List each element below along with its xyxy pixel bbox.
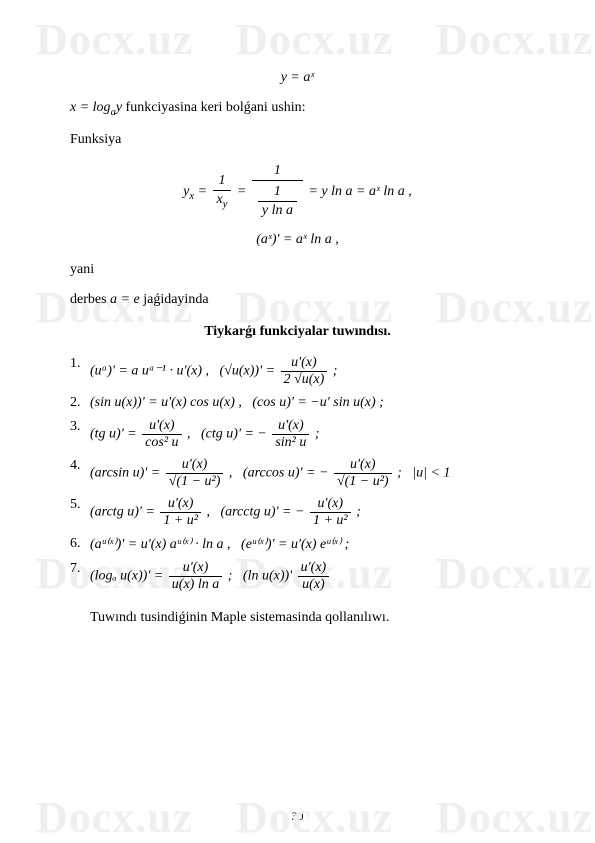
frac2: 1 1 y ln a bbox=[252, 162, 303, 222]
frac2-inner: 1 y ln a bbox=[258, 183, 297, 220]
eq2: x = logay bbox=[70, 100, 126, 115]
item4-b-pre: (arccos u)' = − bbox=[243, 466, 332, 481]
big-lhs-sub: x bbox=[189, 191, 194, 202]
frac1-d: xy bbox=[213, 191, 232, 212]
frac1-n: 1 bbox=[213, 172, 232, 191]
item6-a: (aᵘ⁽ˣ⁾)' = u'(x) aᵘ⁽ˣ⁾ · ln a bbox=[90, 537, 224, 552]
big-eq-sign: = bbox=[198, 184, 211, 199]
item5-frac-b: u'(x) 1 + u² bbox=[310, 497, 351, 528]
derbes-eq: a = e bbox=[110, 292, 140, 307]
list-item-3: 3. (tg u)' = u'(x) cos² u , (ctg u)' = −… bbox=[70, 419, 525, 450]
num-6: 6. bbox=[70, 536, 90, 552]
big-eq: yx = 1 xy = 1 1 y ln a = y ln a = aˣ ln … bbox=[183, 184, 412, 199]
item4-frac-b: u'(x) √(1 − u²) bbox=[334, 458, 392, 489]
section-title: Tiykarǵı funkciyalar tuwındısı. bbox=[70, 324, 525, 340]
list-item-7: 7. (logₐ u(x))' = u'(x) u(x) ln a ; (ln … bbox=[70, 561, 525, 592]
item1-b-pre: (√u(x))' = bbox=[220, 364, 279, 379]
body-1: (uᵃ)' = a uᵃ⁻¹ · u'(x) , (√u(x))' = u'(x… bbox=[90, 356, 525, 387]
eq3-text: (aˣ)' = aˣ ln a , bbox=[256, 232, 339, 247]
item1-a: (uᵃ)' = a uᵃ⁻¹ · u'(x) bbox=[90, 364, 202, 379]
body-5: (arctg u)' = u'(x) 1 + u² , (arcctg u)' … bbox=[90, 497, 525, 528]
item7-b-pre: (ln u(x))' bbox=[243, 569, 296, 584]
num-2: 2. bbox=[70, 395, 90, 411]
item6-b: (eᵘ⁽ˣ⁾)' = u'(x) eᵘ⁽ˣ⁾ bbox=[241, 537, 341, 552]
big-derivation: yx = 1 xy = 1 1 y ln a = y ln a = aˣ ln … bbox=[70, 162, 525, 222]
num-4: 4. bbox=[70, 458, 90, 474]
num-1: 1. bbox=[70, 356, 90, 372]
item3-frac-a: u'(x) cos² u bbox=[142, 419, 181, 450]
frac2-d: 1 y ln a bbox=[252, 181, 303, 222]
num-3: 3. bbox=[70, 419, 90, 435]
body-7: (logₐ u(x))' = u'(x) u(x) ln a ; (ln u(x… bbox=[90, 561, 525, 592]
item7-frac-a: u'(x) u(x) ln a bbox=[169, 561, 222, 592]
funksiya-label: Funksiya bbox=[70, 132, 525, 148]
item5-frac-a: u'(x) 1 + u² bbox=[160, 497, 201, 528]
item3-a-pre: (tg u)' = bbox=[90, 427, 140, 442]
inverse-func-line: x = logay funkciyasina keri bolǵani ushi… bbox=[70, 100, 525, 118]
item3-b-pre: (ctg u)' = − bbox=[201, 427, 270, 442]
item7-a-pre: (logₐ u(x))' = bbox=[90, 569, 167, 584]
derbes-post: jaǵidayinda bbox=[143, 292, 208, 307]
item2-a: (sin u(x))' = u'(x) cos u(x) bbox=[90, 395, 235, 410]
derbes-pre: derbes bbox=[70, 292, 110, 307]
derbes-line: derbes a = e jaǵidayinda bbox=[70, 292, 525, 308]
num-7: 7. bbox=[70, 561, 90, 577]
big-rhs: = y ln a = aˣ ln a , bbox=[308, 184, 411, 199]
page-number: 30 bbox=[0, 809, 595, 824]
page-content: y = aˣ x = logay funkciyasina keri bolǵa… bbox=[0, 0, 595, 680]
item7-frac-b: u'(x) u(x) bbox=[298, 561, 330, 592]
frac2-n: 1 bbox=[252, 162, 303, 181]
list-item-1: 1. (uᵃ)' = a uᵃ⁻¹ · u'(x) , (√u(x))' = u… bbox=[70, 356, 525, 387]
frac1: 1 xy bbox=[213, 172, 232, 212]
item4-a-pre: (arcsin u)' = bbox=[90, 466, 164, 481]
item4-cond: |u| < 1 bbox=[412, 466, 450, 481]
eq2-pre: x = log bbox=[70, 100, 111, 115]
item5-b-pre: (arcctg u)' = − bbox=[220, 505, 307, 520]
list-item-4: 4. (arcsin u)' = u'(x) √(1 − u²) , (arcc… bbox=[70, 458, 525, 489]
footer-line: Tuwındı tusindiǵinin Maple sistemasinda … bbox=[70, 610, 525, 626]
eq-y-equals-a-x: y = aˣ bbox=[70, 70, 525, 86]
yani: yani bbox=[70, 262, 525, 278]
item5-a-pre: (arctg u)' = bbox=[90, 505, 158, 520]
body-6: (aᵘ⁽ˣ⁾)' = u'(x) aᵘ⁽ˣ⁾ · ln a , (eᵘ⁽ˣ⁾)'… bbox=[90, 536, 525, 553]
body-2: (sin u(x))' = u'(x) cos u(x) , (cos u)' … bbox=[90, 395, 525, 411]
num-5: 5. bbox=[70, 497, 90, 513]
list-item-6: 6. (aᵘ⁽ˣ⁾)' = u'(x) aᵘ⁽ˣ⁾ · ln a , (eᵘ⁽ˣ… bbox=[70, 536, 525, 553]
list-item-2: 2. (sin u(x))' = u'(x) cos u(x) , (cos u… bbox=[70, 395, 525, 411]
body-3: (tg u)' = u'(x) cos² u , (ctg u)' = − u'… bbox=[90, 419, 525, 450]
item2-b: (cos u)' = −u' sin u(x) bbox=[252, 395, 375, 410]
item3-frac-b: u'(x) sin² u bbox=[272, 419, 309, 450]
list-item-5: 5. (arctg u)' = u'(x) 1 + u² , (arcctg u… bbox=[70, 497, 525, 528]
item4-frac-a: u'(x) √(1 − u²) bbox=[166, 458, 224, 489]
eq-ax-deriv: (aˣ)' = aˣ ln a , bbox=[70, 232, 525, 248]
eq1-text: y = aˣ bbox=[281, 70, 315, 85]
item1-frac: u'(x) 2 √u(x) bbox=[281, 356, 328, 387]
body-4: (arcsin u)' = u'(x) √(1 − u²) , (arccos … bbox=[90, 458, 525, 489]
eq2-y: y bbox=[116, 100, 122, 115]
eq2-after: funkciyasina keri bolǵani ushin: bbox=[126, 100, 306, 115]
